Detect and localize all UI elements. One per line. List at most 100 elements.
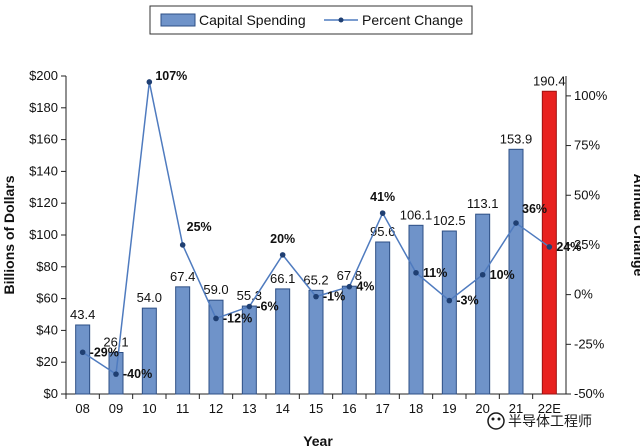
bar-08 [75,324,91,395]
bar-label-10: 54.0 [137,290,162,305]
bar-label-09: 26.1 [103,335,128,350]
percent-label-21: 36% [522,202,547,216]
legend-swatch-capital-spending [160,13,196,27]
percent-point-22E [546,244,553,250]
bar-11 [175,286,191,395]
percent-label-19: -3% [456,294,478,308]
watermark-text: 半导体工程师 [508,413,592,429]
x-tick-label: 21 [509,401,523,416]
x-tick-label: 08 [75,401,89,416]
percent-label-13: -6% [256,300,278,314]
percent-point-21 [513,220,519,226]
bar-12 [208,299,224,395]
bar-15 [308,289,324,395]
watermark-logo-icon [487,412,505,430]
percent-point-13 [246,303,253,310]
percent-label-15: -1% [323,290,345,304]
bar-label-08: 43.4 [70,307,95,322]
percent-point-20 [479,271,486,278]
bar-17 [375,241,391,395]
percent-label-17: 41% [370,190,395,204]
percent-point-19 [446,297,453,304]
bar-20 [475,213,491,395]
y-tick-label: $0 [44,386,58,401]
y-tick-label: $200 [29,68,58,83]
bar-label-22E: 190.4 [533,73,566,88]
bar-label-19: 102.5 [433,213,466,228]
bar-label-12: 59.0 [203,282,228,297]
watermark-logo-dot [497,417,501,421]
bar-21 [508,148,524,395]
y2-tick-label: -50% [574,386,605,401]
bar-label-15: 65.2 [303,272,328,287]
x-tick-label: 13 [242,401,256,416]
y-tick-label: $180 [29,100,58,115]
percent-point-15 [313,293,319,300]
bar-label-18: 106.1 [400,207,433,222]
legend-box [149,5,473,35]
percent-point-16 [346,283,353,290]
legend-label-capital-spending: Capital Spending [199,12,306,28]
y2-tick-label: 0% [574,287,593,302]
percent-label-14: 20% [270,232,295,246]
x-axis-ticks: 08 09 10 11 12 13 14 15 16 17 18 19 20 21 22E [65,394,561,416]
y-tick-label: $100 [29,227,58,242]
x-tick-label: 20 [475,401,489,416]
line-series-percent-change [79,79,553,377]
y-tick-label: $40 [36,322,58,337]
y2-tick-label: 75% [574,138,600,153]
watermark: 半导体工程师 [487,412,592,430]
bar-19 [441,230,457,395]
y-axis-title: Billions of Dollars [1,175,17,294]
x-tick-label: 22E [538,401,561,416]
percent-label-11: 25% [187,220,212,234]
x-tick-label: 14 [275,401,289,416]
percent-label-09: -40% [123,367,152,381]
y-tick-label: $120 [29,195,58,210]
percent-point-12 [213,315,219,322]
x-tick-label: 16 [342,401,356,416]
percent-label-08: -29% [90,345,119,359]
percent-label-20: 10% [490,268,515,282]
legend-label-percent-change: Percent Change [362,12,463,28]
percent-label-16: 4% [356,280,374,294]
x-tick-label: 10 [142,401,156,416]
watermark-logo-dot [491,417,495,421]
y2-tick-label: 100% [574,88,608,103]
y-tick-label: $60 [36,291,58,306]
y-tick-label: $140 [29,163,58,178]
y2-tick-label: -25% [574,336,605,351]
bar-label-11: 67.4 [170,269,195,284]
legend-marker-percent-change [338,17,344,23]
percent-point-18 [413,269,419,276]
bar-14 [275,288,291,395]
bar-label-21: 153.9 [500,131,533,146]
bar-label-14: 66.1 [270,271,295,286]
right-axis-ticks: -50% -25% 0% 25% 50% 75% 100% [566,88,608,401]
x-tick-label: 18 [409,401,423,416]
legend: Capital Spending Percent Change [149,5,473,35]
percent-point-08 [79,349,86,356]
percent-point-09 [113,371,119,377]
y2-axis-title: Annual Change [631,174,640,277]
bar-10 [141,307,157,395]
x-tick-label: 15 [309,401,323,416]
y-tick-label: $80 [36,259,58,274]
x-tick-label: 09 [109,401,123,416]
percent-point-10 [146,79,153,85]
percent-point-14 [279,252,286,258]
percent-point-11 [179,242,186,248]
x-tick-label: 19 [442,401,456,416]
x-tick-label: 17 [375,401,389,416]
bar-18 [408,224,424,395]
bar-label-13: 55.3 [237,288,262,303]
bar-label-20: 113.1 [467,196,499,211]
y-tick-label: $20 [36,354,58,369]
left-axis-ticks: $0 $20 $40 $60 $80 $100 $120 $140 $160 $180 $200 [29,68,66,401]
x-axis-title: Year [303,433,333,448]
bar-data-labels: 43.426.154.067.459.0 55.366.1 65.2 67.895.6… [70,73,566,349]
percent-point-17 [379,210,386,216]
bar-series-capital-spending [75,90,557,395]
y2-tick-label: 25% [574,237,600,252]
